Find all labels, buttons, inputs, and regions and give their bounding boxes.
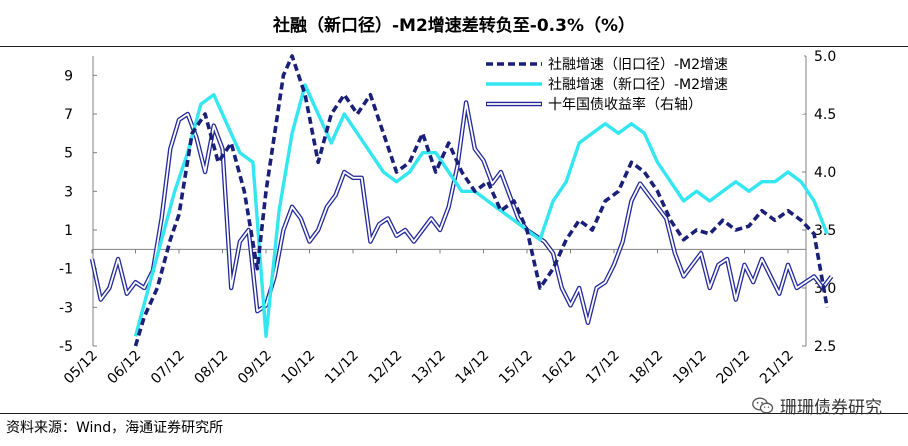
x-tick-label: 12/12 bbox=[365, 348, 405, 388]
x-tick-label: 19/12 bbox=[670, 348, 710, 388]
title-divider bbox=[0, 46, 908, 47]
x-tick-label: 14/12 bbox=[452, 348, 492, 388]
series-group bbox=[89, 54, 834, 347]
x-tick-label: 16/12 bbox=[539, 348, 579, 388]
footer-divider bbox=[0, 413, 908, 414]
series-old-caliber bbox=[133, 54, 829, 347]
x-tick-label: 10/12 bbox=[278, 348, 318, 388]
x-tick-label: 11/12 bbox=[322, 348, 362, 388]
x-tick-label: 21/12 bbox=[757, 348, 797, 388]
legend-label: 社融增速（新口径）-M2增速 bbox=[548, 77, 728, 93]
x-tick-label: 18/12 bbox=[626, 348, 666, 388]
x-tick-label: 06/12 bbox=[104, 348, 144, 388]
source-note: 资料来源：Wind，海通证券研究所 bbox=[6, 420, 224, 436]
legend-label: 十年国债收益率（右轴） bbox=[548, 96, 702, 113]
x-tick-label: 08/12 bbox=[191, 348, 231, 388]
series-bond-yield-inner bbox=[91, 101, 833, 324]
left-tick-label: 1 bbox=[64, 223, 73, 239]
right-tick-label: 2.5 bbox=[814, 339, 836, 355]
right-tick-label: 5.0 bbox=[814, 49, 836, 65]
chart-title: 社融（新口径）-M2增速差转负至-0.3%（%） bbox=[272, 15, 636, 36]
left-tick-label: -5 bbox=[59, 339, 73, 355]
legend-label: 社融增速（旧口径）-M2增速 bbox=[548, 57, 728, 73]
left-tick-label: 3 bbox=[64, 184, 73, 200]
right-tick-label: 4.5 bbox=[814, 107, 836, 123]
x-tick-label: 17/12 bbox=[583, 348, 623, 388]
left-tick-label: 7 bbox=[64, 107, 73, 123]
watermark-text: 珊珊债券研究 bbox=[780, 398, 882, 418]
left-tick-label: 5 bbox=[64, 146, 73, 162]
left-tick-label: -3 bbox=[59, 300, 73, 316]
x-tick-label: 20/12 bbox=[713, 348, 753, 388]
right-tick-label: 4.0 bbox=[814, 165, 836, 181]
x-tick-label: 09/12 bbox=[235, 348, 275, 388]
x-tick-label: 07/12 bbox=[148, 348, 188, 388]
x-tick-label: 13/12 bbox=[409, 348, 449, 388]
x-tick-label: 15/12 bbox=[496, 348, 536, 388]
watermark: 珊珊债券研究 bbox=[752, 393, 882, 418]
left-tick-label: -1 bbox=[59, 262, 73, 278]
wechat-icon bbox=[752, 397, 774, 413]
left-tick-label: 9 bbox=[64, 68, 73, 84]
series-new-caliber bbox=[133, 83, 829, 338]
